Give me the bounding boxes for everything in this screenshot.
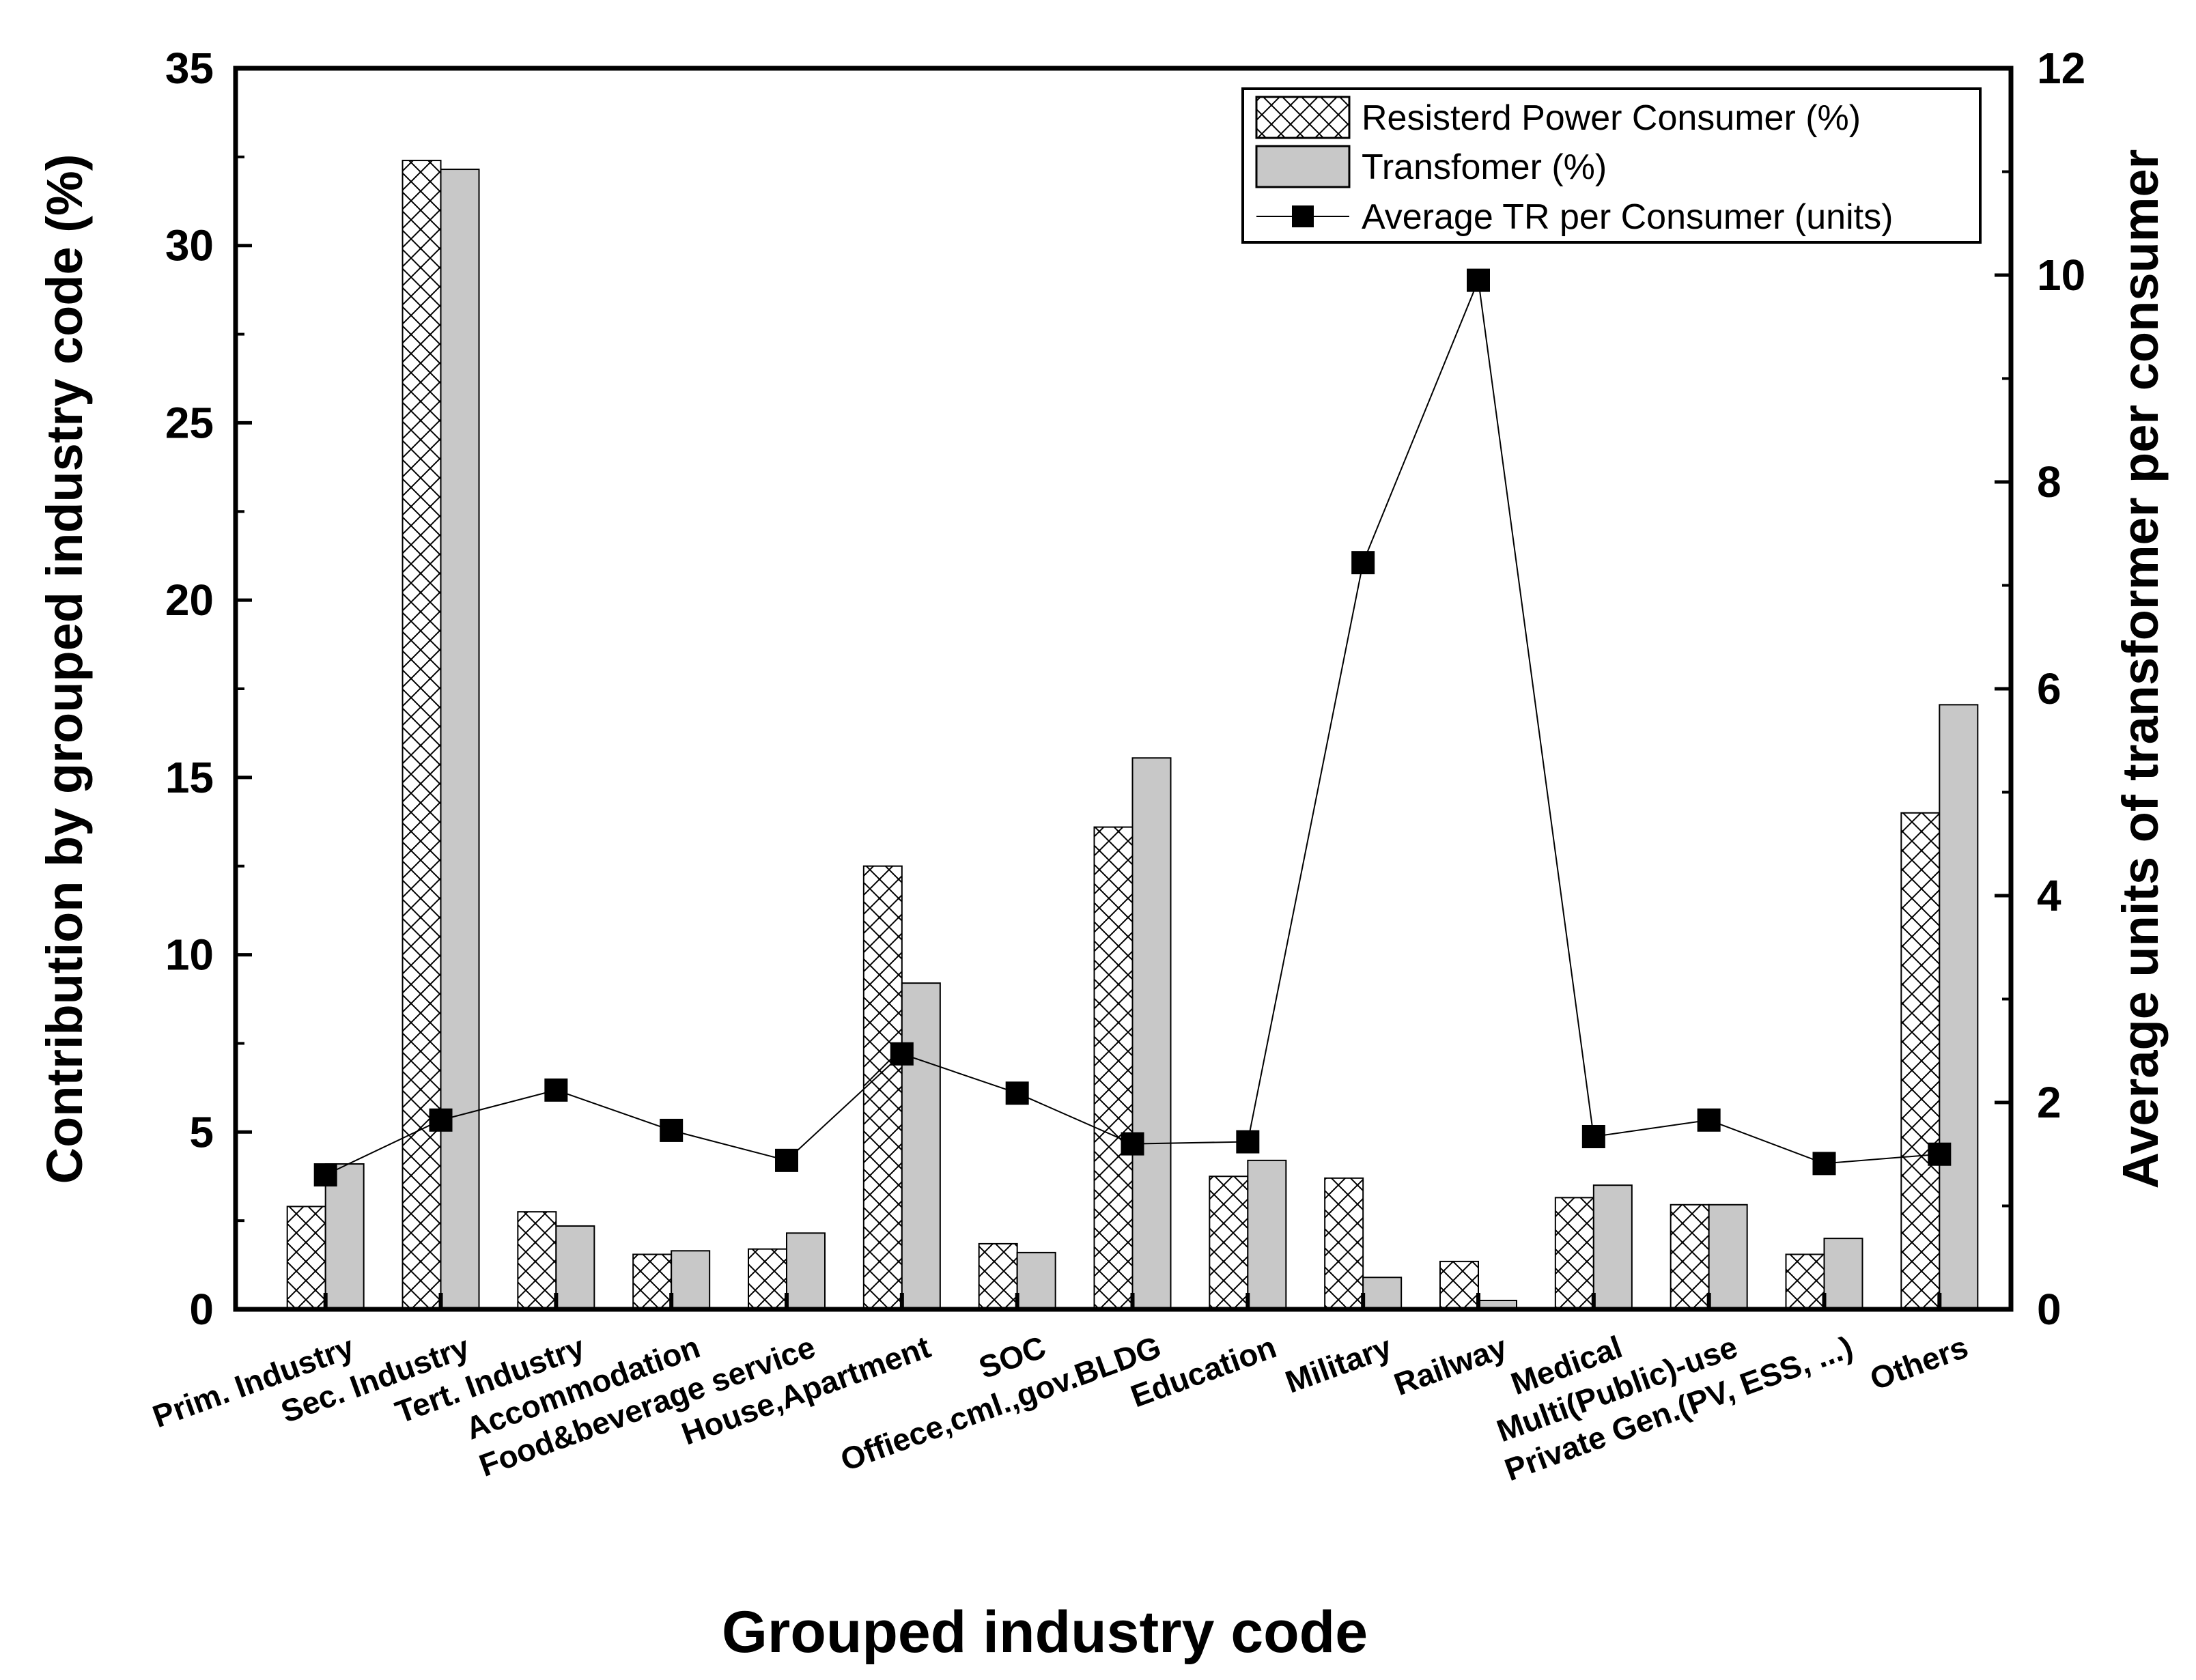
bar-transformer-11	[1592, 1184, 1633, 1310]
bar-consumer-9	[1324, 1177, 1364, 1310]
y2-axis-title: Average units of transformer per consume…	[2112, 150, 2169, 1189]
bar-transformer-5	[901, 982, 941, 1311]
bar-consumer-3	[632, 1253, 673, 1310]
legend-label-average: Average TR per Consumer (units)	[1362, 197, 1893, 237]
x-axis-title: Grouped industry code	[722, 1599, 1368, 1665]
y-tick-label: 25	[165, 398, 214, 447]
legend: Resisterd Power Consumer (%) Transfomer …	[1241, 87, 1982, 244]
avg-tr-point-2	[544, 1078, 568, 1102]
bar-consumer-14	[1900, 812, 1941, 1311]
bar-transformer-14	[1939, 704, 1979, 1310]
y-tick-label: 15	[165, 753, 214, 802]
legend-label-consumer: Resisterd Power Consumer (%)	[1362, 98, 1861, 138]
y-tick-label: 0	[189, 1285, 214, 1334]
bar-consumer-4	[748, 1248, 788, 1310]
avg-tr-point-7	[1121, 1132, 1144, 1156]
bar-consumer-11	[1554, 1197, 1594, 1310]
bar-consumer-10	[1439, 1260, 1479, 1311]
bar-transformer-8	[1247, 1159, 1287, 1310]
avg-tr-point-0	[313, 1163, 337, 1187]
bar-consumer-6	[978, 1242, 1018, 1311]
bar-consumer-7	[1093, 826, 1134, 1310]
legend-swatch-consumer	[1255, 96, 1351, 139]
y2-tick-label: 8	[2037, 457, 2061, 507]
x-tick-label: Military	[1280, 1328, 1396, 1399]
y2-tick-label: 6	[2037, 664, 2061, 713]
avg-tr-point-3	[660, 1118, 684, 1142]
avg-tr-point-12	[1697, 1108, 1721, 1132]
y2-tick-label: 10	[2037, 251, 2085, 300]
right-axis-ticks: 0 2 4 6 8 10 12	[1995, 44, 2085, 1334]
bar-consumer-8	[1209, 1176, 1249, 1310]
y-tick-label: 20	[165, 575, 214, 625]
y2-tick-label: 4	[2037, 871, 2061, 920]
bar-transformer-12	[1708, 1204, 1748, 1310]
bar-transformer-7	[1131, 757, 1172, 1310]
avg-tr-point-14	[1928, 1142, 1952, 1166]
bar-consumer-2	[517, 1211, 557, 1310]
y2-tick-label: 12	[2037, 44, 2085, 93]
legend-frame	[1241, 87, 1982, 244]
y2-tick-label: 2	[2037, 1078, 2061, 1127]
avg-tr-point-11	[1581, 1124, 1605, 1148]
avg-tr-point-13	[1812, 1152, 1836, 1176]
bar-transformer-6	[1016, 1251, 1056, 1311]
avg-tr-point-5	[890, 1042, 914, 1066]
x-tick-label: Others	[1866, 1329, 1973, 1397]
y-tick-label: 35	[165, 44, 214, 93]
y-axis-title: Contribution by grouped industry code (%…	[36, 154, 93, 1184]
y2-tick-label: 0	[2037, 1285, 2061, 1334]
legend-label-transformer: Transfomer (%)	[1362, 147, 1607, 187]
x-tick-label: Railway	[1390, 1328, 1512, 1402]
bar-transformer-13	[1823, 1238, 1863, 1310]
bar-consumer-13	[1785, 1253, 1825, 1310]
legend-swatch-transformer	[1255, 145, 1351, 188]
bar-consumer-1	[402, 160, 442, 1311]
avg-tr-point-8	[1236, 1130, 1260, 1154]
avg-tr-point-6	[1005, 1081, 1029, 1105]
avg-tr-point-4	[775, 1148, 799, 1172]
bar-transformer-9	[1362, 1277, 1403, 1311]
legend-marker-square	[1292, 205, 1314, 227]
avg-tr-point-1	[429, 1108, 453, 1132]
bar-transformer-3	[671, 1250, 711, 1311]
y-tick-label: 5	[189, 1107, 214, 1156]
bar-consumer-12	[1670, 1204, 1710, 1310]
bar-transformer-4	[786, 1232, 826, 1311]
left-axis-ticks: 0 5 10 15 20 25 30 35	[165, 44, 252, 1334]
avg-tr-point-9	[1351, 551, 1375, 575]
line-layer	[313, 268, 1952, 1187]
bar-transformer-2	[555, 1225, 595, 1311]
y-tick-label: 30	[165, 221, 214, 270]
y-tick-label: 10	[165, 930, 214, 980]
bar-consumer-5	[862, 865, 903, 1310]
bar-transformer-1	[440, 169, 480, 1311]
avg-tr-point-10	[1467, 268, 1490, 292]
bar-transformer-0	[324, 1163, 365, 1311]
bar-consumer-0	[286, 1206, 326, 1311]
